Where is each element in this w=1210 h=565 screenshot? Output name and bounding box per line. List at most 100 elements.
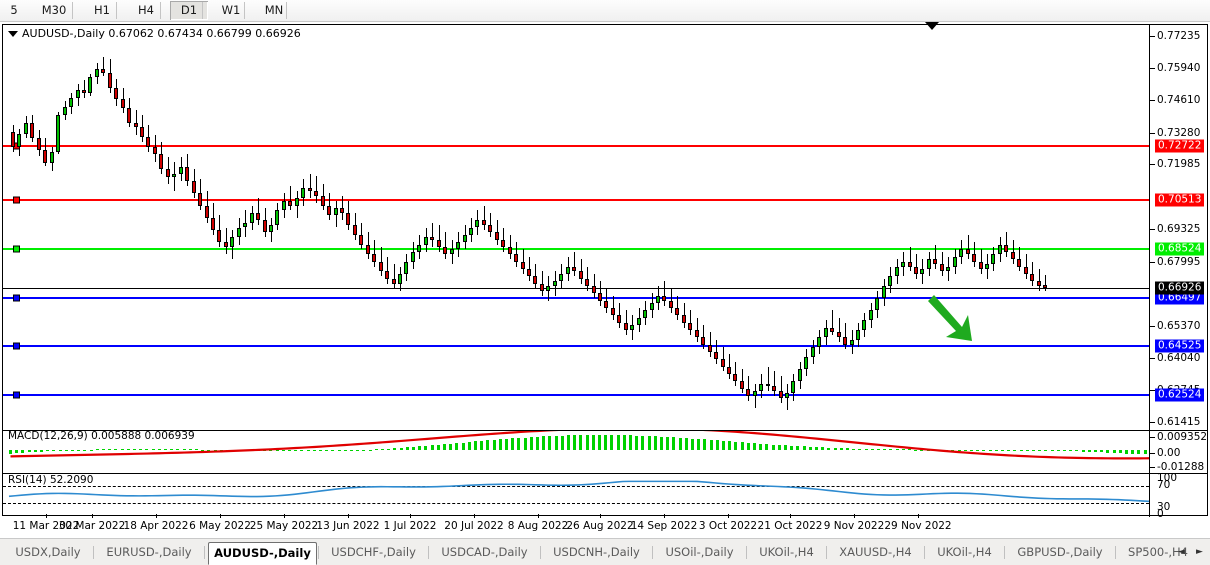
price-scale-divider bbox=[1149, 25, 1150, 517]
macd-histogram-bar bbox=[52, 450, 56, 452]
macd-histogram-bar bbox=[691, 438, 694, 451]
toolbar-separator bbox=[244, 2, 245, 19]
price-scale[interactable]: 0.77235 0.75940 0.74610 0.73280 0.71985 0.693… bbox=[1150, 25, 1208, 520]
price-pane[interactable] bbox=[3, 25, 1149, 430]
macd-histogram-bar bbox=[381, 448, 384, 451]
macd-histogram-bar bbox=[821, 447, 825, 451]
level-line-resistance-0.70513[interactable] bbox=[3, 199, 1149, 202]
level-anchor-0.70513[interactable] bbox=[13, 196, 20, 204]
candle-body bbox=[327, 205, 332, 216]
macd-histogram-bar bbox=[908, 449, 911, 451]
chart-tab-xauusd-h4[interactable]: XAUUSD-,H4 bbox=[839, 545, 912, 559]
macd-tick bbox=[1150, 467, 1155, 468]
chart-tab-usdchf-daily[interactable]: USDCHF-,Daily bbox=[331, 545, 416, 559]
candle-body bbox=[965, 249, 970, 255]
tab-scroll-left-button[interactable]: ◄ bbox=[1178, 547, 1185, 557]
candle-wick bbox=[690, 310, 692, 335]
candle-body bbox=[649, 303, 654, 311]
candle-body bbox=[107, 72, 112, 89]
timeframe-m30[interactable]: M30 bbox=[41, 3, 67, 17]
price-badge-0.72722[interactable]: 0.72722 bbox=[1155, 139, 1205, 153]
price-tick bbox=[1150, 325, 1155, 327]
tab-scroll-right-button[interactable]: ► bbox=[1196, 547, 1203, 557]
price-badge-0.70513[interactable]: 0.70513 bbox=[1155, 193, 1205, 207]
candle-body bbox=[140, 127, 144, 138]
chart-tab-sp500-h4[interactable]: SP500-,H4 bbox=[1128, 545, 1188, 559]
level-line-support-0.64525[interactable] bbox=[3, 345, 1149, 348]
macd-histogram-bar bbox=[963, 449, 967, 451]
macd-histogram-bar bbox=[1143, 450, 1147, 455]
macd-histogram-bar bbox=[802, 446, 806, 451]
candle-wick bbox=[1038, 268, 1040, 291]
level-anchor-0.68524[interactable] bbox=[13, 245, 20, 253]
candle-body bbox=[830, 327, 835, 333]
chart-tab-ukoil-h4[interactable]: UKOil-,H4 bbox=[759, 545, 814, 559]
level-line-support-0.62524[interactable] bbox=[3, 394, 1149, 397]
chart-tab-ukoil-h4[interactable]: UKOil-,H4 bbox=[937, 545, 992, 559]
date-tick bbox=[348, 514, 349, 518]
macd-histogram-bar bbox=[765, 444, 769, 451]
macd-histogram-bar bbox=[914, 449, 918, 451]
level-anchor-0.64525[interactable] bbox=[13, 342, 20, 350]
macd-histogram-bar bbox=[573, 435, 577, 451]
chart-collapse-icon[interactable] bbox=[8, 31, 18, 37]
level-anchor-0.62524[interactable] bbox=[13, 391, 20, 399]
tab-separator bbox=[746, 546, 747, 559]
timeframe-d1[interactable]: D1 bbox=[170, 1, 208, 20]
macd-histogram-bar bbox=[312, 450, 316, 452]
macd-histogram-bar bbox=[1106, 450, 1110, 453]
candle-body bbox=[907, 261, 912, 267]
macd-pane[interactable] bbox=[3, 431, 1149, 473]
macd-histogram-bar bbox=[629, 435, 632, 451]
price-tick bbox=[1150, 164, 1155, 166]
candle-body bbox=[75, 89, 80, 99]
macd-histogram-bar bbox=[598, 434, 601, 451]
timeframe-mn[interactable]: MN bbox=[264, 3, 284, 17]
macd-histogram-bar bbox=[1081, 450, 1085, 452]
level-anchor-0.66497[interactable] bbox=[13, 294, 20, 302]
level-line-resistance-0.72722[interactable] bbox=[3, 145, 1149, 148]
chart-tab-usoil-daily[interactable]: USOil-,Daily bbox=[665, 545, 734, 559]
candle-body bbox=[133, 122, 138, 128]
candle-body bbox=[49, 151, 54, 163]
price-tick bbox=[1150, 261, 1155, 263]
timeframe-w1[interactable]: W1 bbox=[221, 3, 241, 17]
level-line-pivot-0.68524[interactable] bbox=[3, 247, 1149, 250]
macd-histogram-bar bbox=[777, 444, 781, 451]
chart-tab-audusd-daily[interactable]: AUDUSD-,Daily bbox=[208, 542, 317, 565]
chart-tab-usdx-daily[interactable]: USDX,Daily bbox=[15, 545, 81, 559]
candle-body bbox=[978, 261, 983, 269]
chart-tab-gbpusd-daily[interactable]: GBPUSD-,Daily bbox=[1017, 545, 1103, 559]
candle-wick bbox=[529, 256, 530, 282]
macd-histogram-bar bbox=[715, 440, 719, 451]
candle-body bbox=[765, 383, 770, 387]
candle-body bbox=[520, 261, 525, 269]
candle-body bbox=[378, 261, 383, 272]
current-price-badge: 0.66926 bbox=[1155, 281, 1205, 295]
rsi-pane[interactable] bbox=[3, 474, 1149, 515]
price-badge-0.68524[interactable]: 0.68524 bbox=[1155, 242, 1205, 256]
candle-body bbox=[991, 254, 996, 265]
timeframe-h4[interactable]: H4 bbox=[138, 3, 154, 17]
price-badge-0.62524[interactable]: 0.62524 bbox=[1155, 388, 1205, 402]
candle-body bbox=[585, 278, 590, 287]
chart-tab-eurusd-daily[interactable]: EURUSD-,Daily bbox=[106, 545, 192, 559]
candle-body bbox=[926, 259, 931, 269]
macd-histogram-bar bbox=[988, 449, 992, 451]
date-tick-label: 29 Nov 2022 bbox=[884, 520, 952, 532]
candle-body bbox=[694, 329, 699, 338]
candle-body bbox=[449, 249, 454, 255]
macd-histogram-bar bbox=[994, 449, 998, 451]
level-line-support-0.66497[interactable] bbox=[3, 297, 1149, 300]
arrow-annotation-icon[interactable] bbox=[928, 293, 998, 353]
chart-tab-usdcnh-daily[interactable]: USDCNH-,Daily bbox=[553, 545, 640, 559]
price-badge-0.64525[interactable]: 0.64525 bbox=[1155, 339, 1205, 353]
candle-body bbox=[920, 268, 925, 274]
timeframe-5[interactable]: 5 bbox=[10, 3, 18, 17]
timeframe-h1[interactable]: H1 bbox=[94, 3, 110, 17]
macd-histogram-bar bbox=[591, 434, 595, 451]
candle-body bbox=[339, 207, 344, 213]
chart-tab-usdcad-daily[interactable]: USDCAD-,Daily bbox=[441, 545, 528, 559]
price-badge-0.66497[interactable]: 0.66497 bbox=[1155, 291, 1205, 305]
macd-histogram-bar bbox=[653, 436, 657, 451]
